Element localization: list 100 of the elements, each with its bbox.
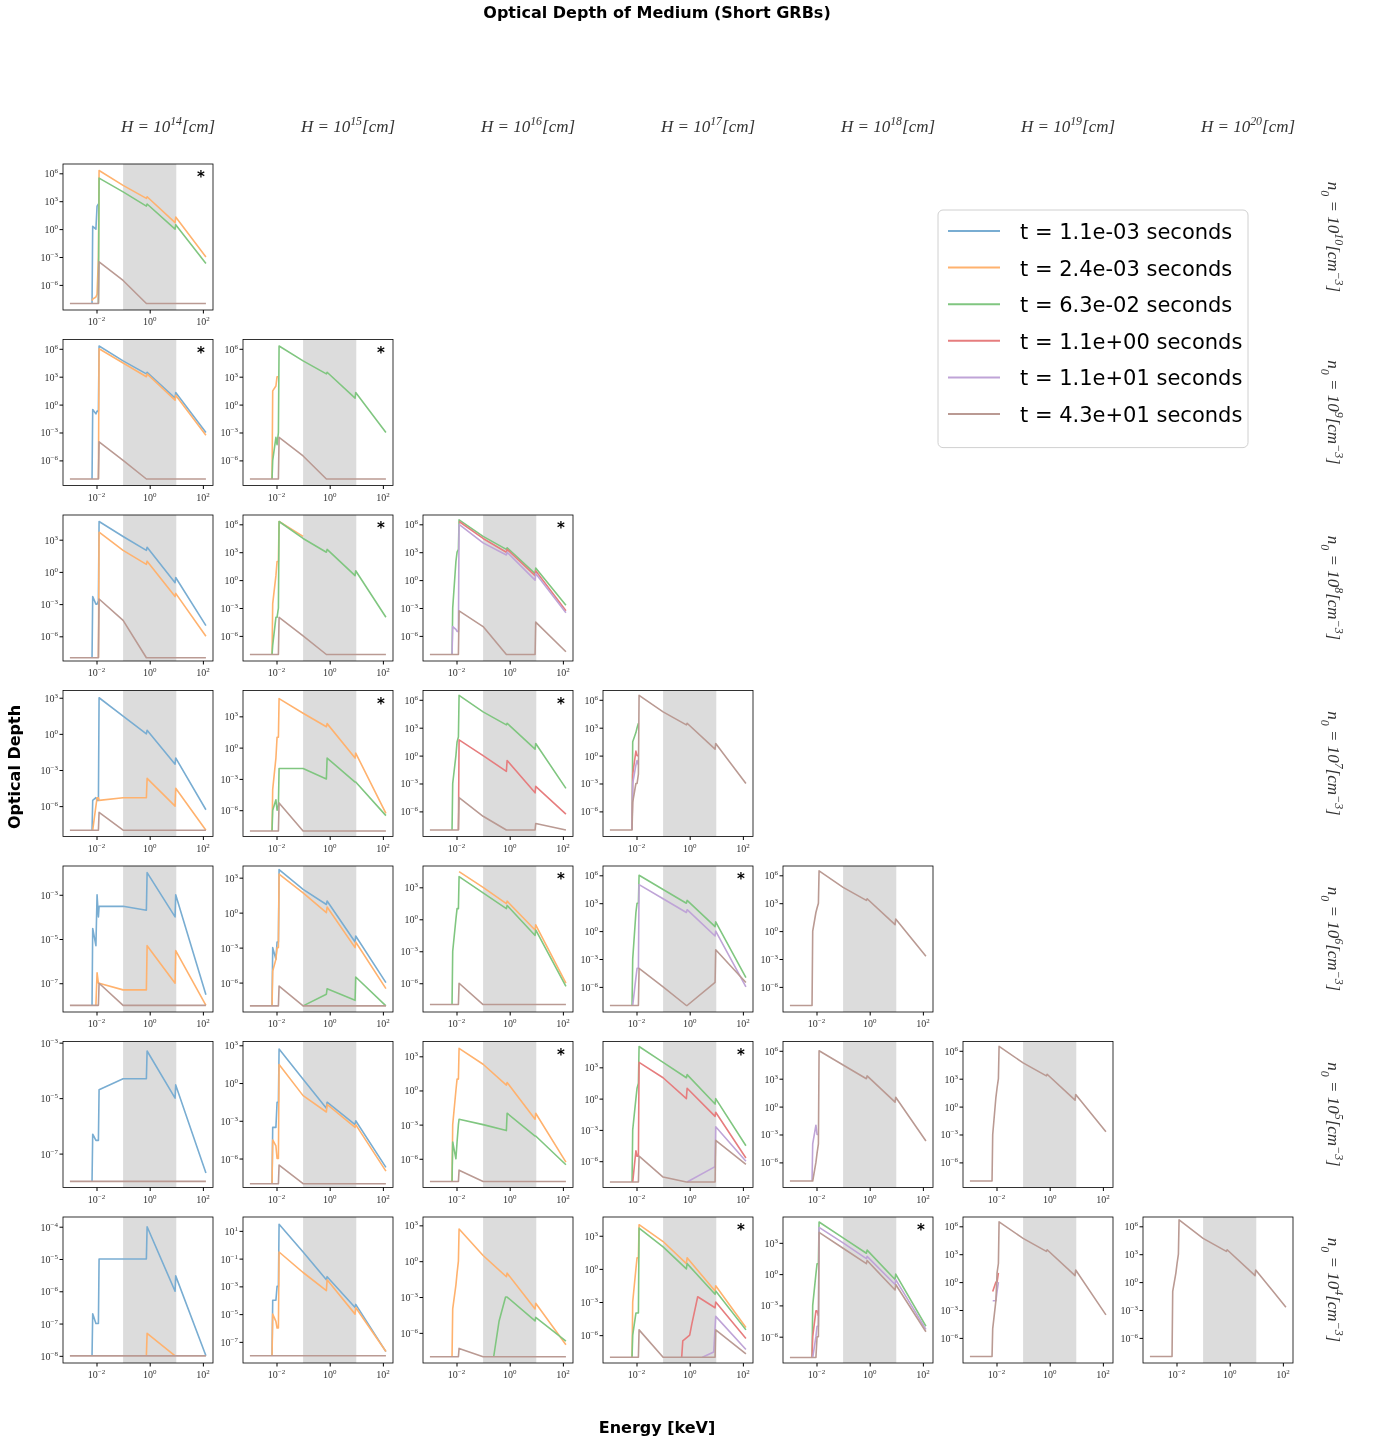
y-tick-label: 10$^{0}$ <box>584 1262 599 1275</box>
x-tick-label: 10$^{−2}$ <box>87 841 106 854</box>
x-tick-label: 10$^{2}$ <box>736 1368 751 1380</box>
x-tick-label: 10$^{2}$ <box>376 841 391 854</box>
x-tick-label: 10$^{0}$ <box>322 490 337 503</box>
x-tick-label: 10$^{−2}$ <box>807 1368 826 1380</box>
x-tick-label: 10$^{0}$ <box>142 666 157 678</box>
chart-title: H = 10$^{15}$[cm] <box>299 114 396 136</box>
legend-label: t = 1.1e-03 seconds <box>1020 220 1233 244</box>
y-tick-label: 10$^{6}$ <box>1124 1220 1139 1233</box>
annotation: * <box>197 343 206 362</box>
y-tick-label: 10$^{3}$ <box>404 1219 419 1232</box>
x-tick-label: 10$^{0}$ <box>322 841 337 854</box>
y-tick-label: 10$^{−6}$ <box>760 1156 779 1169</box>
y-tick-label: 10$^{−6}$ <box>940 1156 959 1169</box>
x-tick-label: 10$^{0}$ <box>502 1192 517 1205</box>
y-tick-label: 10$^{−3}$ <box>760 1128 779 1141</box>
x-tick-label: 10$^{−2}$ <box>87 1368 106 1380</box>
y-tick-label: 10$^{0}$ <box>764 925 779 938</box>
annotation: * <box>377 694 386 713</box>
y-tick-label: 10$^{3}$ <box>404 1050 419 1063</box>
x-tick-label: 10$^{2}$ <box>196 841 211 854</box>
x-tick-label: 10$^{0}$ <box>142 1192 157 1205</box>
x-tick-label: 10$^{2}$ <box>376 1017 391 1029</box>
y-tick-label: 10$^{−3}$ <box>40 1036 59 1049</box>
y-tick-label: 10$^{−8}$ <box>40 1349 59 1362</box>
y-tick-label: 10$^{−6}$ <box>400 805 419 818</box>
y-tick-label: 10$^{3}$ <box>44 691 59 704</box>
y-tick-label: 10$^{−3}$ <box>40 426 59 439</box>
y-tick-label: 10$^{0}$ <box>764 1100 779 1113</box>
legend-label: t = 1.1e+00 seconds <box>1020 329 1243 354</box>
x-tick-label: 10$^{−2}$ <box>267 490 286 503</box>
x-tick-label: 10$^{2}$ <box>1276 1368 1291 1380</box>
x-tick-label: 10$^{−2}$ <box>267 841 286 854</box>
x-tick-label: 10$^{2}$ <box>196 1368 211 1380</box>
y-tick-label: 10$^{−6}$ <box>40 1285 59 1298</box>
x-tick-label: 10$^{−2}$ <box>87 490 106 503</box>
x-tick-label: 10$^{−2}$ <box>447 1017 466 1029</box>
x-tick-label: 10$^{2}$ <box>196 490 211 503</box>
x-tick-label: 10$^{−2}$ <box>627 841 646 854</box>
y-tick-label: 10$^{0}$ <box>404 913 419 926</box>
y-tick-label: 10$^{0}$ <box>224 906 239 919</box>
y-tick-label: 10$^{0}$ <box>404 1255 419 1268</box>
y-tick-label: 10$^{−3}$ <box>40 888 59 901</box>
y-tick-label: 10$^{−6}$ <box>580 1155 599 1168</box>
x-tick-label: 10$^{0}$ <box>322 1017 337 1029</box>
x-tick-label: 10$^{2}$ <box>376 490 391 503</box>
y-tick-label: 10$^{3}$ <box>224 546 239 559</box>
y-tick-label: 10$^{3}$ <box>404 546 419 559</box>
x-tick-label: 10$^{0}$ <box>142 490 157 503</box>
x-tick-label: 10$^{0}$ <box>862 1192 877 1205</box>
x-tick-label: 10$^{2}$ <box>376 1368 391 1380</box>
y-tick-label: 10$^{−6}$ <box>760 1330 779 1343</box>
x-tick-label: 10$^{−2}$ <box>87 1192 106 1205</box>
y-tick-label: 10$^{6}$ <box>224 518 239 531</box>
y-tick-label: 10$^{6}$ <box>944 1220 959 1233</box>
annotation: * <box>557 1045 566 1064</box>
y-tick-label: 10$^{0}$ <box>404 574 419 587</box>
y-tick-label: 10$^{−5}$ <box>40 1253 59 1265</box>
y-tick-label: 10$^{−6}$ <box>580 805 599 818</box>
y-tick-label: 10$^{−6}$ <box>580 980 599 993</box>
y-tick-label: 10$^{−6}$ <box>580 1329 599 1342</box>
y-tick-label: 10$^{−3}$ <box>400 602 419 614</box>
x-tick-label: 10$^{−2}$ <box>807 1192 826 1205</box>
y-tick-label: 10$^{−6}$ <box>220 804 239 817</box>
x-tick-label: 10$^{−2}$ <box>87 1017 106 1029</box>
x-tick-label: 10$^{−2}$ <box>447 666 466 678</box>
x-tick-label: 10$^{2}$ <box>1096 1368 1111 1380</box>
annotation: * <box>377 519 386 537</box>
y-tick-label: 10$^{6}$ <box>224 342 239 355</box>
x-tick-label: 10$^{2}$ <box>916 1192 931 1205</box>
y-tick-label: 10$^{−6}$ <box>760 980 779 993</box>
y-tick-label: 10$^{−3}$ <box>580 953 599 965</box>
x-tick-label: 10$^{2}$ <box>556 841 571 854</box>
y-tick-label: 10$^{−3}$ <box>220 772 239 785</box>
legend-label: t = 4.3e+01 seconds <box>1020 403 1243 427</box>
y-tick-label: 10$^{−3}$ <box>40 598 59 611</box>
chart-title: H = 10$^{17}$[cm] <box>659 114 756 136</box>
legend-label: t = 2.4e-03 seconds <box>1020 256 1233 281</box>
y-tick-label: 10$^{−1}$ <box>220 1252 239 1265</box>
x-tick-label: 10$^{2}$ <box>196 666 211 678</box>
x-tick-label: 10$^{−2}$ <box>87 666 106 678</box>
y-tick-label: 10$^{−3}$ <box>1120 1304 1139 1316</box>
annotation: * <box>557 519 566 537</box>
y-tick-label: 10$^{0}$ <box>44 565 59 578</box>
x-tick-label: 10$^{0}$ <box>1042 1368 1057 1380</box>
y-tick-label: 10$^{−5}$ <box>40 933 59 945</box>
x-tick-label: 10$^{0}$ <box>142 1368 157 1380</box>
y-tick-label: 10$^{−6}$ <box>400 977 419 990</box>
y-tick-label: 10$^{3}$ <box>224 871 239 884</box>
y-tick-label: 10$^{0}$ <box>224 1077 239 1090</box>
y-tick-label: 10$^{0}$ <box>44 223 59 236</box>
y-tick-label: 10$^{3}$ <box>404 881 419 894</box>
y-tick-label: 10$^{−6}$ <box>40 278 59 291</box>
y-tick-label: 10$^{−6}$ <box>40 800 59 813</box>
x-tick-label: 10$^{0}$ <box>862 1368 877 1380</box>
y-tick-label: 10$^{−3}$ <box>220 1280 239 1293</box>
y-tick-label: 10$^{−6}$ <box>220 629 239 642</box>
y-tick-label: 10$^{−3}$ <box>40 251 59 263</box>
legend-label: t = 6.3e-02 seconds <box>1020 293 1233 318</box>
